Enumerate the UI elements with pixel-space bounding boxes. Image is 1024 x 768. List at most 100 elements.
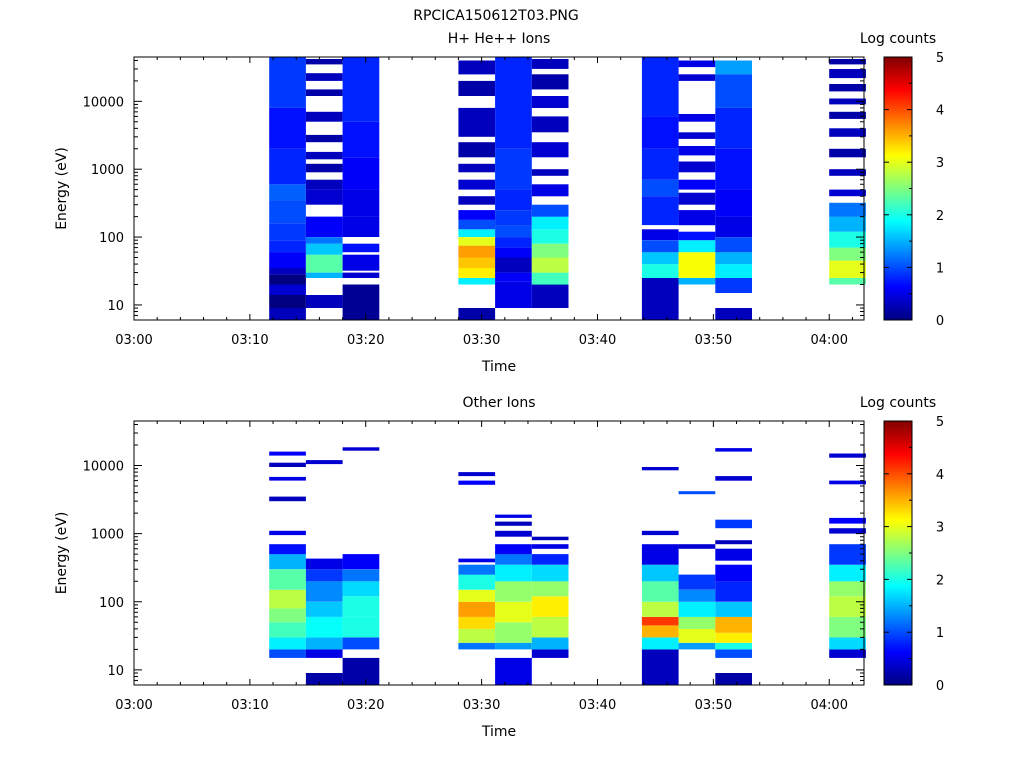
heatmap-cell <box>305 179 343 190</box>
heatmap-cell <box>715 148 752 190</box>
heatmap-cell <box>829 169 866 176</box>
heatmap-cell <box>342 581 380 597</box>
spectrum-column <box>715 448 752 685</box>
heatmap-cell <box>269 268 306 275</box>
heatmap-cell <box>305 151 343 160</box>
heatmap-cell <box>531 544 569 549</box>
heatmap-cell <box>458 163 496 173</box>
heatmap-cell <box>305 163 343 173</box>
heatmap-cell <box>495 554 532 565</box>
heatmap-cell <box>715 616 752 633</box>
heatmap-cell <box>641 637 679 650</box>
spectrum-column <box>678 60 716 285</box>
colorbar-tick-label: 3 <box>936 156 944 171</box>
heatmap-cell <box>829 59 866 65</box>
heatmap-cell <box>305 254 343 273</box>
heatmap-cell <box>715 540 752 545</box>
heatmap-cell <box>829 277 866 285</box>
heatmap-cell <box>495 225 532 238</box>
y-axis-label: Energy (eV) <box>54 512 70 595</box>
heatmap-cell <box>531 554 569 565</box>
heatmap-cell <box>495 544 532 555</box>
heatmap-cell <box>269 274 306 285</box>
heatmap-cell <box>715 107 752 149</box>
plot-frame <box>133 56 865 321</box>
heatmap-cell <box>305 89 343 96</box>
colorbar-tick-label: 4 <box>936 104 944 119</box>
y-tick-label: 10 <box>107 664 124 679</box>
heatmap-cell <box>458 245 496 258</box>
heatmap-cell <box>305 134 343 143</box>
heatmap-cell <box>715 519 752 529</box>
heatmap-cell <box>495 521 532 526</box>
heatmap-cell <box>305 637 343 650</box>
heatmap-cell <box>495 530 532 537</box>
colorbar-title: Log counts <box>860 31 936 47</box>
heatmap-cell <box>715 649 752 658</box>
heatmap-cell <box>495 247 532 258</box>
heatmap-cell <box>829 637 866 650</box>
heatmap-cell <box>269 240 306 253</box>
heatmap-cell <box>641 467 679 471</box>
spectrum-column <box>269 57 306 320</box>
x-tick-label: 03:40 <box>579 698 616 713</box>
heatmap-cell <box>305 73 343 81</box>
panel-1: 03:00 03:10 03:20 03:30 03:40 03:50 04:0010100… <box>54 31 944 375</box>
x-tick-label: 03:00 <box>115 698 152 713</box>
heatmap-cell <box>305 111 343 122</box>
colorbar-tick-label: 1 <box>936 261 944 276</box>
heatmap-cell <box>305 216 343 237</box>
heatmap-cell <box>829 517 866 524</box>
heatmap-cell <box>269 608 306 623</box>
heatmap-cell <box>715 189 752 217</box>
heatmap-cell <box>269 107 306 149</box>
heatmap-cell <box>829 544 866 565</box>
heatmap-cell <box>715 60 752 75</box>
heatmap-cell <box>641 196 679 226</box>
heatmap-cell <box>342 243 380 253</box>
heatmap-cell <box>269 530 306 536</box>
heatmap-cell <box>641 148 679 180</box>
heatmap-cell <box>305 295 343 308</box>
heatmap-cell <box>342 637 380 650</box>
heatmap-cell <box>305 616 343 638</box>
y-tick-label: 10 <box>107 299 124 314</box>
heatmap-cell <box>458 60 496 75</box>
heatmap-cell <box>678 240 716 253</box>
heatmap-cell <box>495 237 532 248</box>
heatmap-cell <box>678 491 716 495</box>
x-tick-label: 03:40 <box>579 333 616 348</box>
heatmap-cell <box>305 649 343 658</box>
heatmap-cell <box>531 216 569 230</box>
heatmap-cell <box>678 60 716 68</box>
heatmap-cell <box>342 569 380 582</box>
colorbar-tick-label: 2 <box>936 573 944 588</box>
heatmap-cell <box>342 121 380 158</box>
heatmap-cell <box>829 480 866 485</box>
heatmap-cell <box>305 569 343 582</box>
heatmap-cell <box>342 447 380 451</box>
heatmap-cell <box>829 231 866 248</box>
spectrum-column <box>678 491 716 650</box>
heatmap-cell <box>458 308 496 320</box>
heatmap-cell <box>829 69 866 79</box>
heatmap-cell <box>269 554 306 570</box>
heatmap-cell <box>531 243 569 258</box>
heatmap-cell <box>678 544 716 549</box>
x-tick-label: 04:00 <box>811 698 848 713</box>
heatmap-cell <box>342 157 380 190</box>
heatmap-cell <box>458 472 496 477</box>
colorbar-tick-label: 4 <box>936 468 944 483</box>
y-tick-label: 100 <box>99 231 124 246</box>
colorbar: Log counts 0 1 2 3 4 5 <box>860 395 944 694</box>
heatmap-cell <box>715 308 752 320</box>
heatmap-cell <box>342 657 380 685</box>
heatmap-cell <box>715 74 752 108</box>
heatmap-cell <box>715 564 752 582</box>
heatmap-cell <box>342 616 380 638</box>
heatmap-cell <box>531 116 569 133</box>
heatmap-cell <box>269 148 306 185</box>
spectrum-column <box>531 536 569 658</box>
spectrum-column <box>641 57 679 320</box>
